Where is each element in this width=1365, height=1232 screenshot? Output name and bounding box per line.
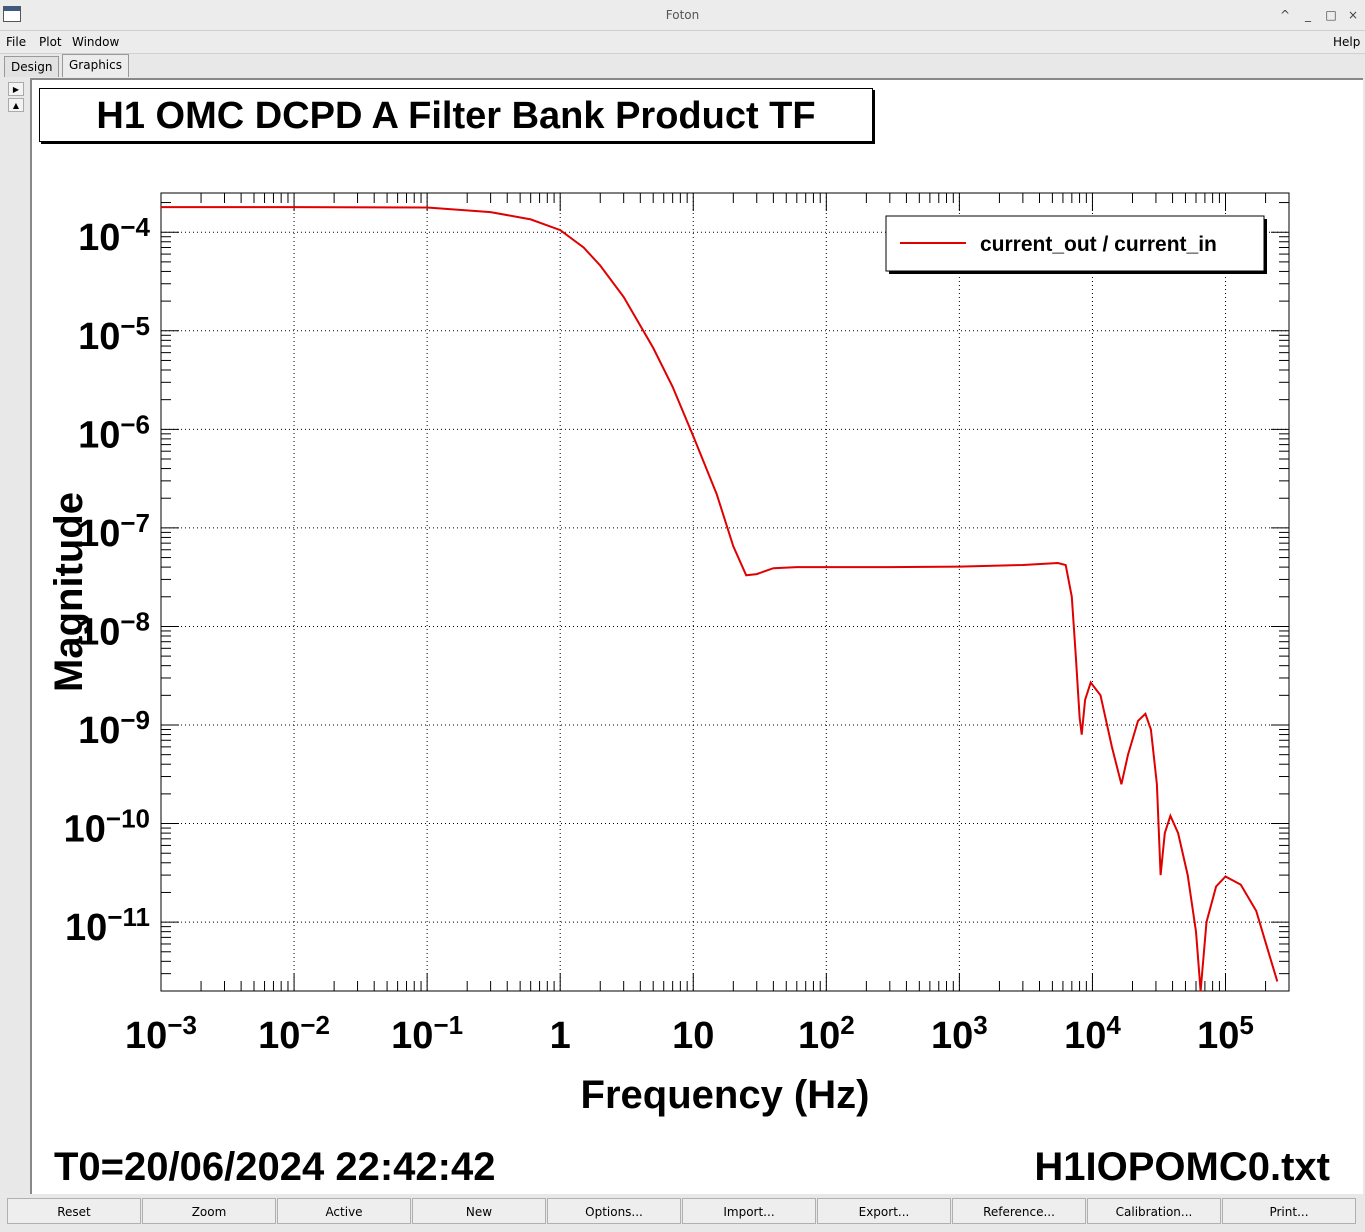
y-tick-label: 10−6 <box>78 409 150 456</box>
y-tick-label: 10−8 <box>78 606 150 653</box>
scroll-up-arrow-icon[interactable]: ▲ <box>8 98 24 112</box>
tab-design[interactable]: Design <box>4 56 60 77</box>
window-close-button[interactable]: × <box>1347 8 1359 22</box>
calibration-button[interactable]: Calibration... <box>1087 1198 1221 1224</box>
x-tick-label: 103 <box>931 1010 988 1057</box>
window-title: Foton <box>665 8 700 22</box>
y-axis-label: Magnitude <box>47 492 91 692</box>
y-tick-label: 10−11 <box>65 902 150 949</box>
menu-help[interactable]: Help <box>1333 35 1361 49</box>
y-tick-label: 10−5 <box>78 311 150 358</box>
print-button[interactable]: Print... <box>1222 1198 1356 1224</box>
tab-bar: Design Graphics <box>0 54 1365 78</box>
x-tick-label: 10−2 <box>258 1010 330 1057</box>
x-tick-label: 102 <box>798 1010 855 1057</box>
window-maximize-button[interactable]: □ <box>1325 8 1337 22</box>
x-tick-label: 104 <box>1064 1010 1121 1057</box>
export-button[interactable]: Export... <box>817 1198 951 1224</box>
x-tick-label: 10−3 <box>125 1010 197 1057</box>
reference-button[interactable]: Reference... <box>952 1198 1086 1224</box>
button-bar: Reset Zoom Active New Options... Import.… <box>0 1196 1365 1232</box>
import-button[interactable]: Import... <box>682 1198 816 1224</box>
app-icon <box>3 6 21 22</box>
plot-title: H1 OMC DCPD A Filter Bank Product TF <box>39 88 873 142</box>
menu-window[interactable]: Window <box>72 35 120 49</box>
legend-box: current_out / current_in <box>885 215 1267 274</box>
legend-label: current_out / current_in <box>980 233 1217 256</box>
scroll-right-arrow-icon[interactable]: ▶ <box>8 82 24 96</box>
tab-graphics[interactable]: Graphics <box>62 54 129 77</box>
scroll-strip: ▶ ▲ <box>0 78 30 1194</box>
minor-ticks <box>160 193 1290 992</box>
x-axis-label: Frequency (Hz) <box>581 1073 870 1117</box>
menu-plot[interactable]: Plot <box>39 35 62 49</box>
reset-button[interactable]: Reset <box>7 1198 141 1224</box>
window-shade-button[interactable]: ^ <box>1279 8 1291 22</box>
x-tick-label: 10−1 <box>391 1010 463 1057</box>
menubar: File Plot Window Help <box>0 31 1365 54</box>
y-tick-label: 10−10 <box>64 804 150 851</box>
timestamp-label: T0=20/06/2024 22:42:42 <box>54 1145 496 1189</box>
menu-file[interactable]: File <box>6 35 27 49</box>
x-tick-label: 1 <box>550 1015 571 1057</box>
x-tick-label: 105 <box>1197 1010 1254 1057</box>
window-minimize-button[interactable]: _ <box>1305 8 1311 22</box>
series-line <box>161 206 1279 992</box>
zoom-button[interactable]: Zoom <box>142 1198 276 1224</box>
filename-label: H1IOPOMC0.txt <box>1034 1145 1330 1189</box>
window-titlebar: Foton ^ _ □ × <box>0 0 1365 31</box>
y-tick-labels: 10−4 10−5 10−6 10−7 10−8 10−9 10−10 10−11 <box>64 212 151 949</box>
x-tick-label: 10 <box>672 1015 714 1057</box>
grid-lines <box>160 193 1289 991</box>
y-tick-label: 10−7 <box>78 508 150 555</box>
y-tick-label: 10−9 <box>78 705 150 752</box>
new-button[interactable]: New <box>412 1198 546 1224</box>
x-tick-labels: 10−3 10−2 10−1 1 10 102 103 104 105 <box>125 1010 1254 1057</box>
active-button[interactable]: Active <box>277 1198 411 1224</box>
y-tick-label: 10−4 <box>78 212 150 259</box>
plot-frame <box>160 192 1290 992</box>
options-button[interactable]: Options... <box>547 1198 681 1224</box>
